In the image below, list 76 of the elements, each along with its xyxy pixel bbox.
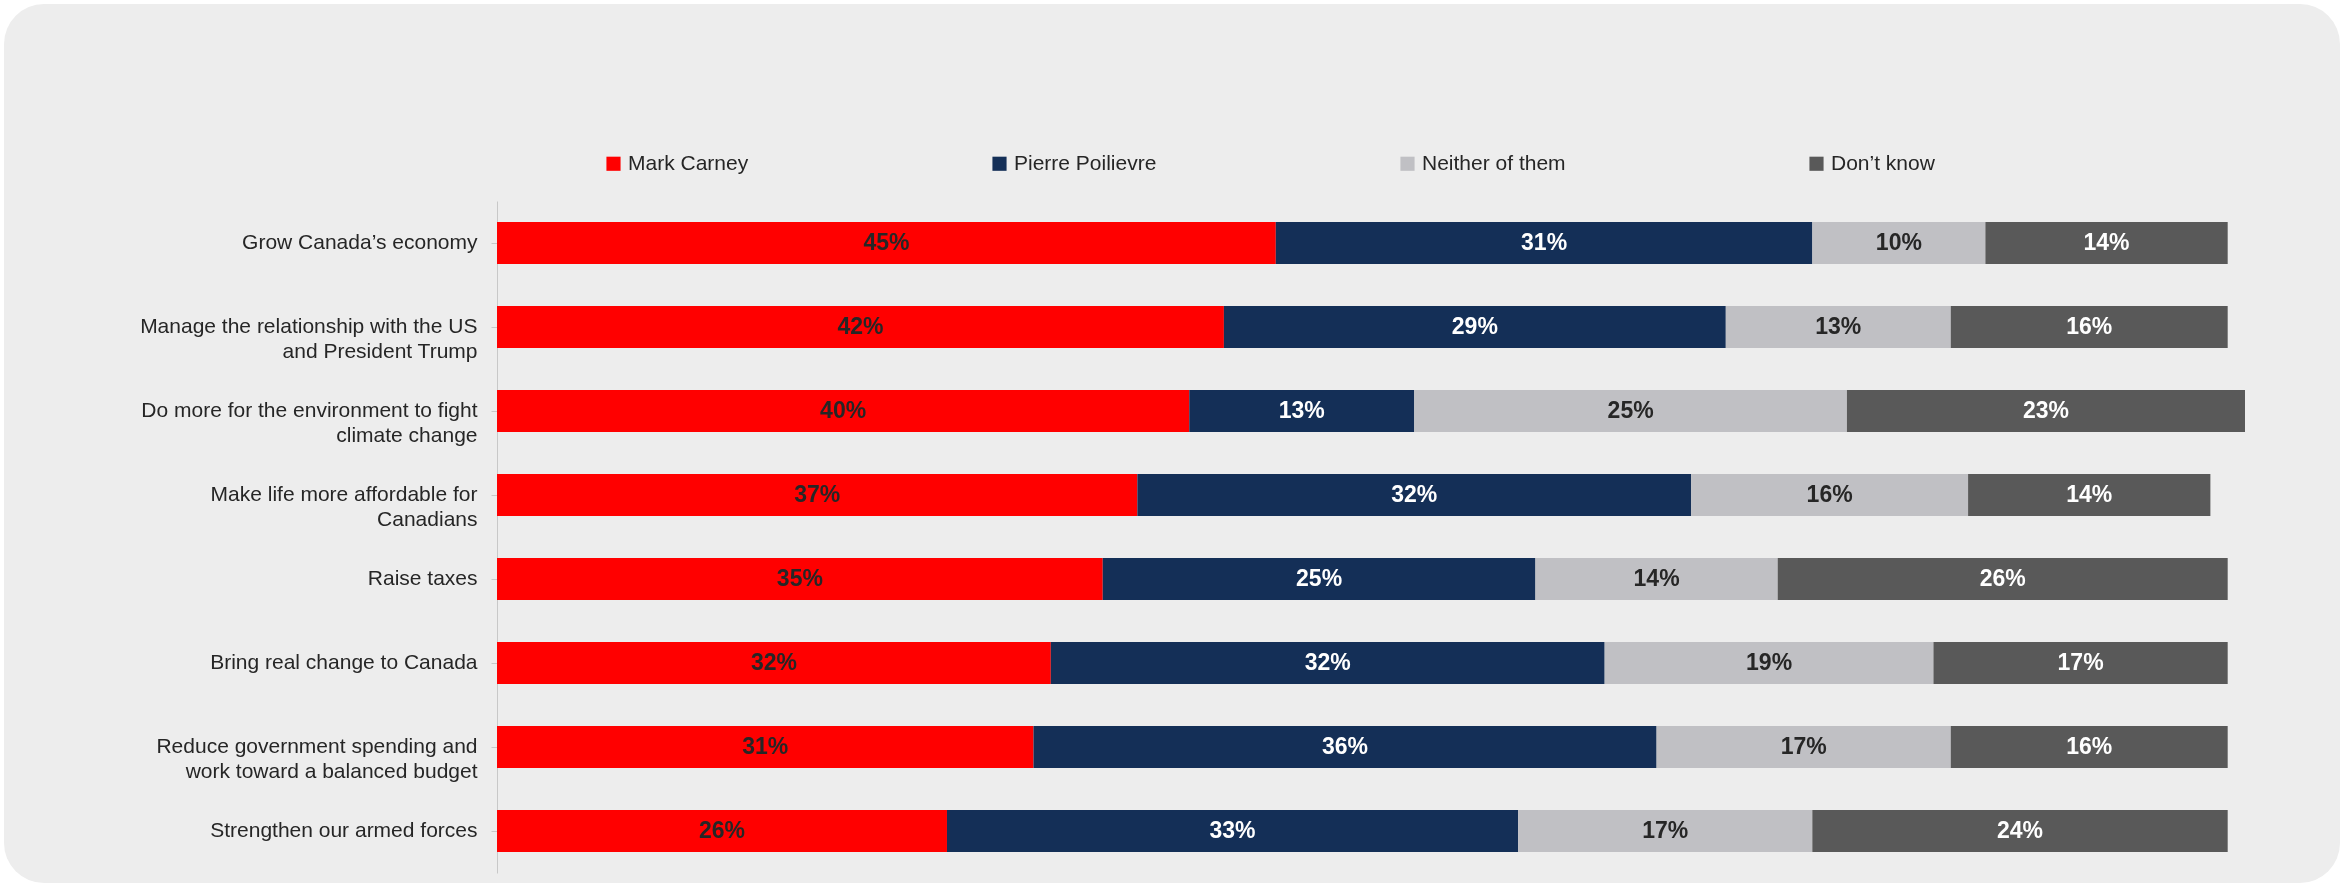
data-label: 26% [1979, 565, 2026, 591]
legend-label: Neither of them [1422, 150, 1566, 174]
data-label: 24% [1996, 817, 2044, 843]
bar [1812, 222, 1986, 264]
bar [1033, 726, 1657, 768]
bar [1518, 810, 1813, 852]
legend-label: Don’t know [1831, 150, 1936, 174]
data-label: 40% [820, 397, 867, 423]
bar [1189, 390, 1415, 432]
data-label: 14% [2083, 229, 2130, 255]
bar [1137, 474, 1692, 516]
bar [1950, 306, 2228, 348]
bar [1656, 726, 1951, 768]
y-tick-label: Make life more affordable for Canadians [210, 482, 478, 530]
data-label: 35% [776, 565, 823, 591]
bar [1933, 642, 2228, 684]
y-tick-label: Strengthen our armed forces [210, 818, 478, 841]
bar [1725, 306, 1951, 348]
bar [1102, 558, 1536, 600]
bar [946, 810, 1519, 852]
data-label: 32% [1304, 649, 1351, 675]
bar [1223, 306, 1726, 348]
bar [497, 558, 1103, 600]
y-tick-label: Raise taxes [367, 566, 478, 589]
data-label: 13% [1815, 313, 1862, 339]
bar [1950, 726, 2228, 768]
bar [1535, 558, 1778, 600]
bar [1812, 810, 2228, 852]
data-label: 17% [1642, 817, 1689, 843]
data-label: 32% [750, 649, 797, 675]
bar [497, 810, 947, 852]
y-tick-label: Manage the relationship with the US and President Trump [140, 314, 478, 362]
data-label: 37% [794, 481, 841, 507]
data-label: 36% [1322, 733, 1369, 759]
y-tick-label: Grow Canada’s economy [242, 230, 478, 253]
bar [497, 390, 1190, 432]
y-tick-label: Reduce government spending and work toward a balanced budget [156, 734, 478, 782]
bar [497, 474, 1138, 516]
bar [1968, 474, 2211, 516]
data-label: 29% [1451, 313, 1498, 339]
y-tick-label: Bring real change to Canada [210, 650, 478, 673]
bar [1050, 642, 1605, 684]
data-label: 25% [1607, 397, 1654, 423]
data-label: 13% [1278, 397, 1325, 423]
data-label: 25% [1296, 565, 1343, 591]
data-label: 32% [1391, 481, 1438, 507]
y-tick-label: Do more for the environment to fight climate change [141, 398, 478, 446]
data-label: 42% [837, 313, 884, 339]
bar [497, 222, 1276, 264]
bar [497, 642, 1051, 684]
data-label: 17% [2057, 649, 2104, 675]
data-label: 19% [1746, 649, 1793, 675]
data-label: 31% [1521, 229, 1568, 255]
data-label: 31% [742, 733, 789, 759]
data-label: 16% [1806, 481, 1853, 507]
bar [1414, 390, 1847, 432]
data-label: 10% [1875, 229, 1922, 255]
bar [1691, 474, 1969, 516]
bar [1985, 222, 2228, 264]
data-label: 16% [2066, 733, 2113, 759]
data-label: 17% [1780, 733, 1827, 759]
bar [1604, 642, 1934, 684]
bar [1777, 558, 2228, 600]
bar [497, 726, 1034, 768]
data-label: 14% [1633, 565, 1680, 591]
bar [1275, 222, 1813, 264]
data-label: 26% [698, 817, 746, 843]
data-label: 45% [863, 229, 910, 255]
data-label: 16% [2066, 313, 2113, 339]
legend-label: Pierre Poilievre [1014, 150, 1157, 174]
data-label: 23% [2022, 397, 2069, 423]
data-label: 14% [2066, 481, 2113, 507]
data-label: 33% [1209, 817, 1256, 843]
bar [1846, 390, 2245, 432]
bar [497, 306, 1224, 348]
legend-label: Mark Carney [628, 150, 749, 174]
